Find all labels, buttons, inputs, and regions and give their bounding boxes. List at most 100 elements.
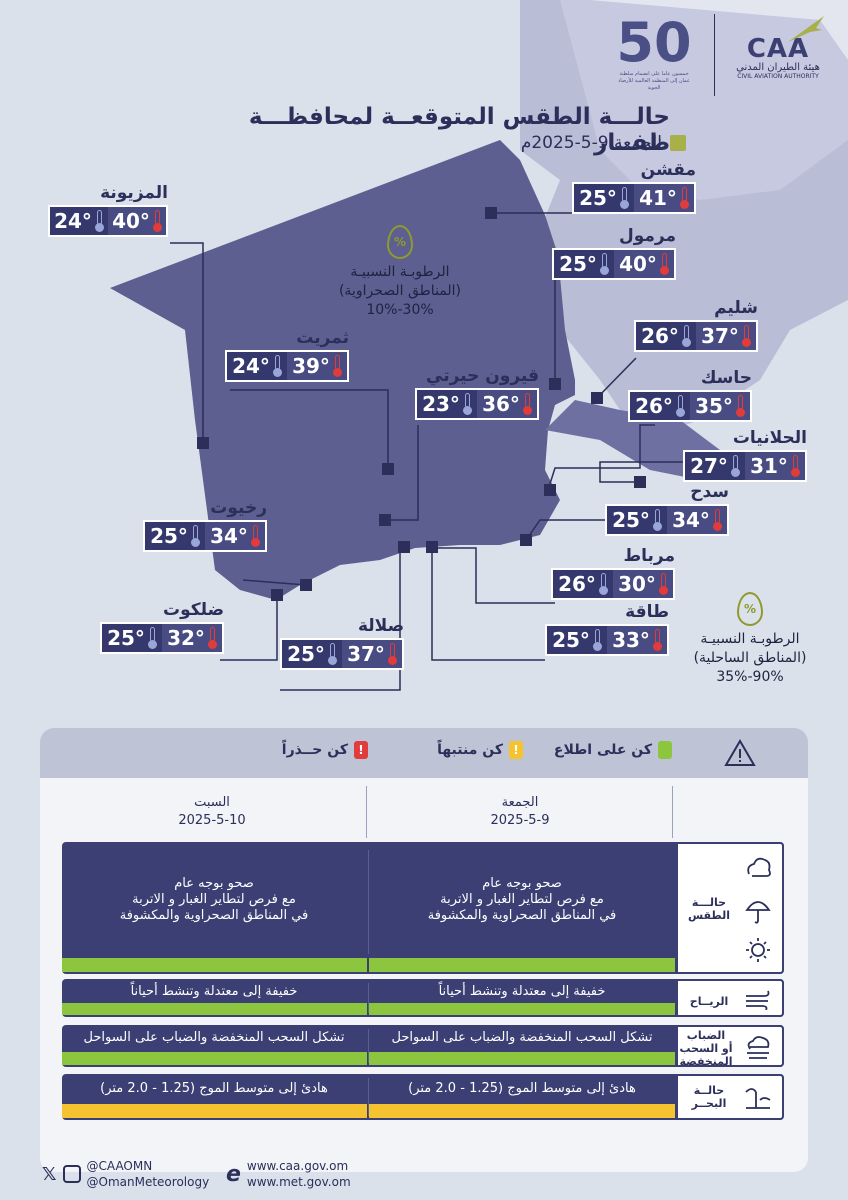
city-forecast: شليم 26° 37° <box>634 298 758 352</box>
site-list: www.caa.gov.om www.met.gov.om <box>247 1158 351 1190</box>
weather-day1-line2: مع فرص لتطاير الغبار و الاتربة <box>440 892 604 907</box>
thermometer-icon <box>598 573 608 595</box>
websites: e www.caa.gov.om www.met.gov.om <box>226 1158 351 1190</box>
low-temp: 25° <box>102 624 162 652</box>
fog-icon <box>747 1036 770 1059</box>
cell-divider <box>368 1078 369 1116</box>
weather-day2-line2: مع فرص لتطاير الغبار و الاتربة <box>132 892 296 907</box>
city-name: قيرون حيرتي <box>426 366 539 386</box>
day2-fog-bar <box>62 1052 367 1065</box>
high-temp-value: 35° <box>695 394 733 418</box>
city-name: المزيونة <box>100 183 168 203</box>
high-temp-value: 41° <box>639 186 677 210</box>
city-name: حاسك <box>700 368 752 388</box>
fog-label-2: أو السحب <box>679 1042 733 1055</box>
day-divider <box>672 786 673 838</box>
calendar-icon <box>670 135 686 151</box>
legend-cautious-label: كن حــذراً <box>281 742 348 758</box>
plane-icon <box>788 16 824 42</box>
city-markers <box>197 207 646 601</box>
city-temps: 27° 31° <box>683 450 807 482</box>
city-name: الحلانيات <box>732 428 807 448</box>
handle-met[interactable]: @OmanMeteorology <box>86 1175 210 1189</box>
anniversary-logo: 50 خمسون عاما على انضمام سلطنة عمان إلى … <box>614 15 694 92</box>
thermometer-icon <box>735 395 745 417</box>
marker-mirbat <box>426 541 438 553</box>
low-temp-value: 26° <box>641 324 679 348</box>
site-met[interactable]: www.met.gov.om <box>246 1175 351 1189</box>
legend-aware-label: كن على اطلاع <box>553 742 652 758</box>
instagram-icon[interactable] <box>62 1165 81 1183</box>
legend-green-swatch <box>658 741 672 759</box>
low-temp-value: 25° <box>579 186 617 210</box>
sea-row: حالــة البحــر هادئ إلى متوسط الموج (1.2… <box>62 1074 784 1120</box>
city-temps: 25° 33° <box>545 624 669 656</box>
weather-row: حالـــة الطقس صحو بوجه عام مع فرص لتطاير… <box>62 842 784 974</box>
forecast-date: الجمعة 9-5-2025م <box>520 133 662 153</box>
fog-label: الضباب أو السحب المنخفضة <box>678 1029 734 1068</box>
city-name: ثمريت <box>296 328 349 348</box>
day2-date: 2025-5-10 <box>178 813 246 828</box>
high-temp: 34° <box>667 506 727 534</box>
fog-day2: تشكل السحب المنخفضة والضباب على السواحل <box>83 1030 345 1045</box>
city-temps: 25° 41° <box>572 182 696 214</box>
high-temp: 30° <box>613 570 673 598</box>
high-temp-value: 36° <box>482 392 520 416</box>
humidity-desert-region: (المناطق الصحراوية) <box>338 283 462 299</box>
warning-icon <box>724 739 756 766</box>
thermometer-icon <box>741 325 751 347</box>
anniversary-number: 50 <box>616 11 692 74</box>
marker-hallaniyat <box>634 476 646 488</box>
low-temp: 26° <box>630 392 690 420</box>
legend-red-swatch: ! <box>354 741 368 759</box>
city-forecast: صلالة 25° 37° <box>280 616 404 670</box>
legend-yellow-swatch: ! <box>509 741 523 759</box>
thermometer-icon <box>712 509 722 531</box>
thermometer-icon <box>679 187 689 209</box>
low-temp: 25° <box>145 522 205 550</box>
high-temp: 37° <box>696 322 756 350</box>
marker-rakhyut <box>300 579 312 591</box>
wind-day2: خفيفة إلى معتدلة وتنشط أحياناً <box>130 984 298 999</box>
marker-sadah <box>520 534 532 546</box>
weather-row-label: حالـــة الطقس <box>676 842 784 974</box>
city-name: رخيوت <box>210 498 267 518</box>
legend-aware: كن على اطلاع <box>554 741 672 759</box>
cell-divider <box>368 1029 369 1063</box>
low-temp-value: 25° <box>150 524 188 548</box>
neighbor-region-light <box>560 0 848 200</box>
cloud-icon <box>747 857 771 877</box>
caa-logo: CAA هيئة الطيران المدني CIVIL AVIATION A… <box>728 14 828 80</box>
thermometer-icon <box>387 643 397 665</box>
x-icon[interactable]: 𝕏 <box>42 1163 57 1185</box>
low-temp-value: 25° <box>107 626 145 650</box>
low-temp-value: 24° <box>232 354 270 378</box>
weather-day1-line3: في المناطق الصحراوية والمكشوفة <box>427 908 617 923</box>
low-temp: 25° <box>554 250 614 278</box>
handle-caa[interactable]: @CAAOMN <box>86 1159 153 1173</box>
city-temps: 25° 40° <box>552 248 676 280</box>
sea-label-1: حالــة <box>693 1084 725 1097</box>
low-temp: 25° <box>282 640 342 668</box>
thermometer-icon <box>658 573 668 595</box>
fog-label-3: المنخفضة <box>679 1055 733 1068</box>
day-divider <box>366 786 367 838</box>
site-caa[interactable]: www.caa.gov.om <box>246 1159 349 1173</box>
umbrella-icon <box>745 901 771 924</box>
city-name: سدح <box>690 482 729 502</box>
caa-name-en: CIVIL AVIATION AUTHORITY <box>737 73 819 80</box>
weather-label: حالـــة الطقس <box>687 896 731 922</box>
logo-divider <box>714 14 715 96</box>
high-temp: 39° <box>287 352 347 380</box>
thermometer-icon <box>681 325 691 347</box>
social-handles: 𝕏 @CAAOMN @OmanMeteorology <box>42 1158 209 1190</box>
city-forecast: ثمريت 24° 39° <box>225 328 349 382</box>
thermometer-icon <box>327 643 337 665</box>
high-temp: 35° <box>690 392 750 420</box>
caa-name-ar: هيئة الطيران المدني <box>736 62 820 73</box>
wind-day1: خفيفة إلى معتدلة وتنشط أحياناً <box>438 984 606 999</box>
fog-row-label: الضباب أو السحب المنخفضة <box>676 1025 784 1068</box>
high-temp: 41° <box>634 184 694 212</box>
day2-name: السبت <box>194 795 230 810</box>
humidity-drop-icon <box>737 592 763 626</box>
